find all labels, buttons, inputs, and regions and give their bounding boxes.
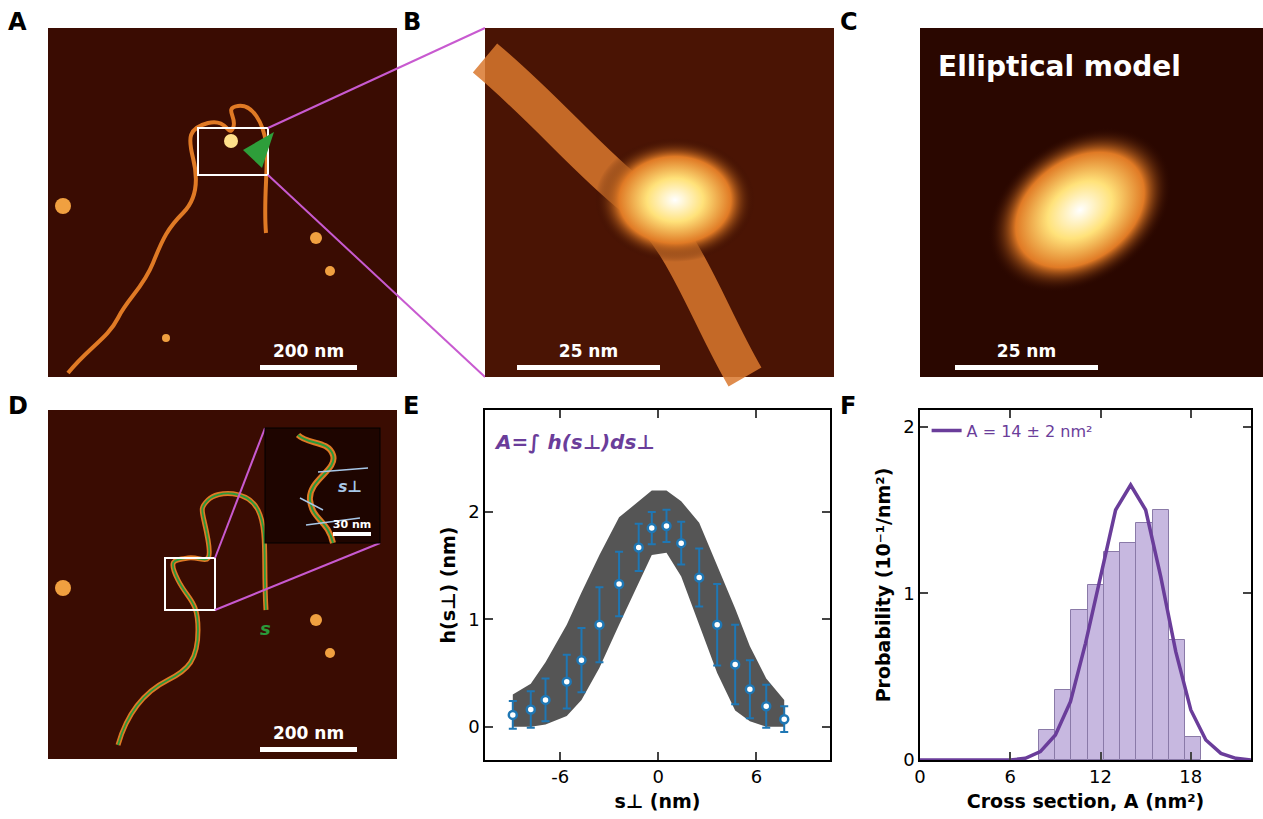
svg-text:-6: -6 (551, 766, 569, 787)
svg-text:0: 0 (914, 766, 925, 787)
svg-text:2: 2 (903, 416, 914, 437)
html-text:E: E (403, 392, 420, 420)
html-text:B: B (403, 8, 422, 36)
svg-text:12: 12 (1089, 766, 1112, 787)
svg-text:1: 1 (903, 583, 914, 604)
svg-text:6: 6 (751, 766, 762, 787)
svg-text:s⊥: s⊥ (338, 477, 362, 496)
svg-text:2: 2 (468, 501, 479, 522)
svg-text:Cross section, A (nm²): Cross section, A (nm²) (967, 790, 1204, 812)
svg-text:200 nm: 200 nm (273, 341, 344, 361)
svg-text:Probability (10⁻¹/nm²): Probability (10⁻¹/nm²) (872, 468, 894, 703)
html-text:C: C (840, 8, 858, 36)
html-text:F: F (840, 392, 857, 420)
html-text:D: D (8, 392, 28, 420)
svg-text:6: 6 (1005, 766, 1016, 787)
svg-text:0: 0 (653, 766, 664, 787)
svg-text:25 nm: 25 nm (997, 341, 1056, 361)
svg-text:h(s⊥) (nm): h(s⊥) (nm) (437, 527, 459, 644)
html-text:A: A (8, 8, 27, 36)
svg-text:18: 18 (1179, 766, 1202, 787)
svg-text:30 nm: 30 nm (333, 518, 371, 531)
svg-text:s⊥ (nm): s⊥ (nm) (615, 790, 701, 812)
svg-text:A=∫ h(s⊥)ds⊥: A=∫ h(s⊥)ds⊥ (494, 430, 655, 454)
svg-text:A = 14 ± 2 nm²: A = 14 ± 2 nm² (967, 422, 1093, 441)
svg-text:25 nm: 25 nm (559, 341, 618, 361)
svg-text:0: 0 (468, 716, 479, 737)
svg-text:s: s (260, 618, 271, 639)
svg-text:0: 0 (903, 749, 914, 770)
svg-text:1: 1 (468, 609, 479, 630)
svg-text:Elliptical model: Elliptical model (938, 50, 1181, 83)
svg-text:200 nm: 200 nm (273, 723, 344, 743)
